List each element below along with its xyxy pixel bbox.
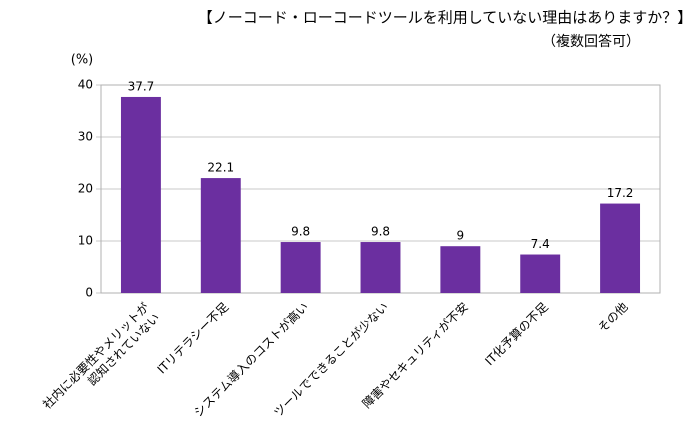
x-tick-label: 社内に必要性やメリットが認知されていない (39, 299, 162, 422)
value-label: 37.7 (128, 79, 155, 93)
value-label: 9.8 (291, 225, 310, 239)
bar (600, 203, 641, 293)
y-tick-label: 30 (78, 130, 93, 144)
bar (440, 246, 481, 293)
y-tick-label: 20 (78, 182, 93, 196)
bar (280, 242, 321, 293)
chart-title: 【ノーコード・ローコードツールを利用していない理由はありますか？】 (198, 9, 693, 27)
y-tick-label: 10 (78, 234, 93, 248)
x-tick-label: ITリテラシー不足 (155, 300, 232, 377)
x-tick-label: IT化予算の不足 (482, 299, 551, 368)
value-label: 22.1 (207, 161, 234, 175)
bar (360, 242, 401, 293)
value-label: 7.4 (531, 237, 550, 251)
value-label: 17.2 (607, 186, 634, 200)
bar (120, 96, 161, 294)
y-axis-label: (%) (71, 53, 94, 68)
value-label: 9.8 (371, 225, 390, 239)
chart-subtitle: （複数回答可） (542, 33, 640, 50)
y-tick-label: 40 (78, 78, 93, 92)
y-tick-label: 0 (85, 286, 93, 300)
bar (200, 178, 241, 293)
value-label: 9 (457, 229, 465, 243)
bar (520, 254, 561, 293)
x-tick-label: その他 (595, 300, 630, 335)
